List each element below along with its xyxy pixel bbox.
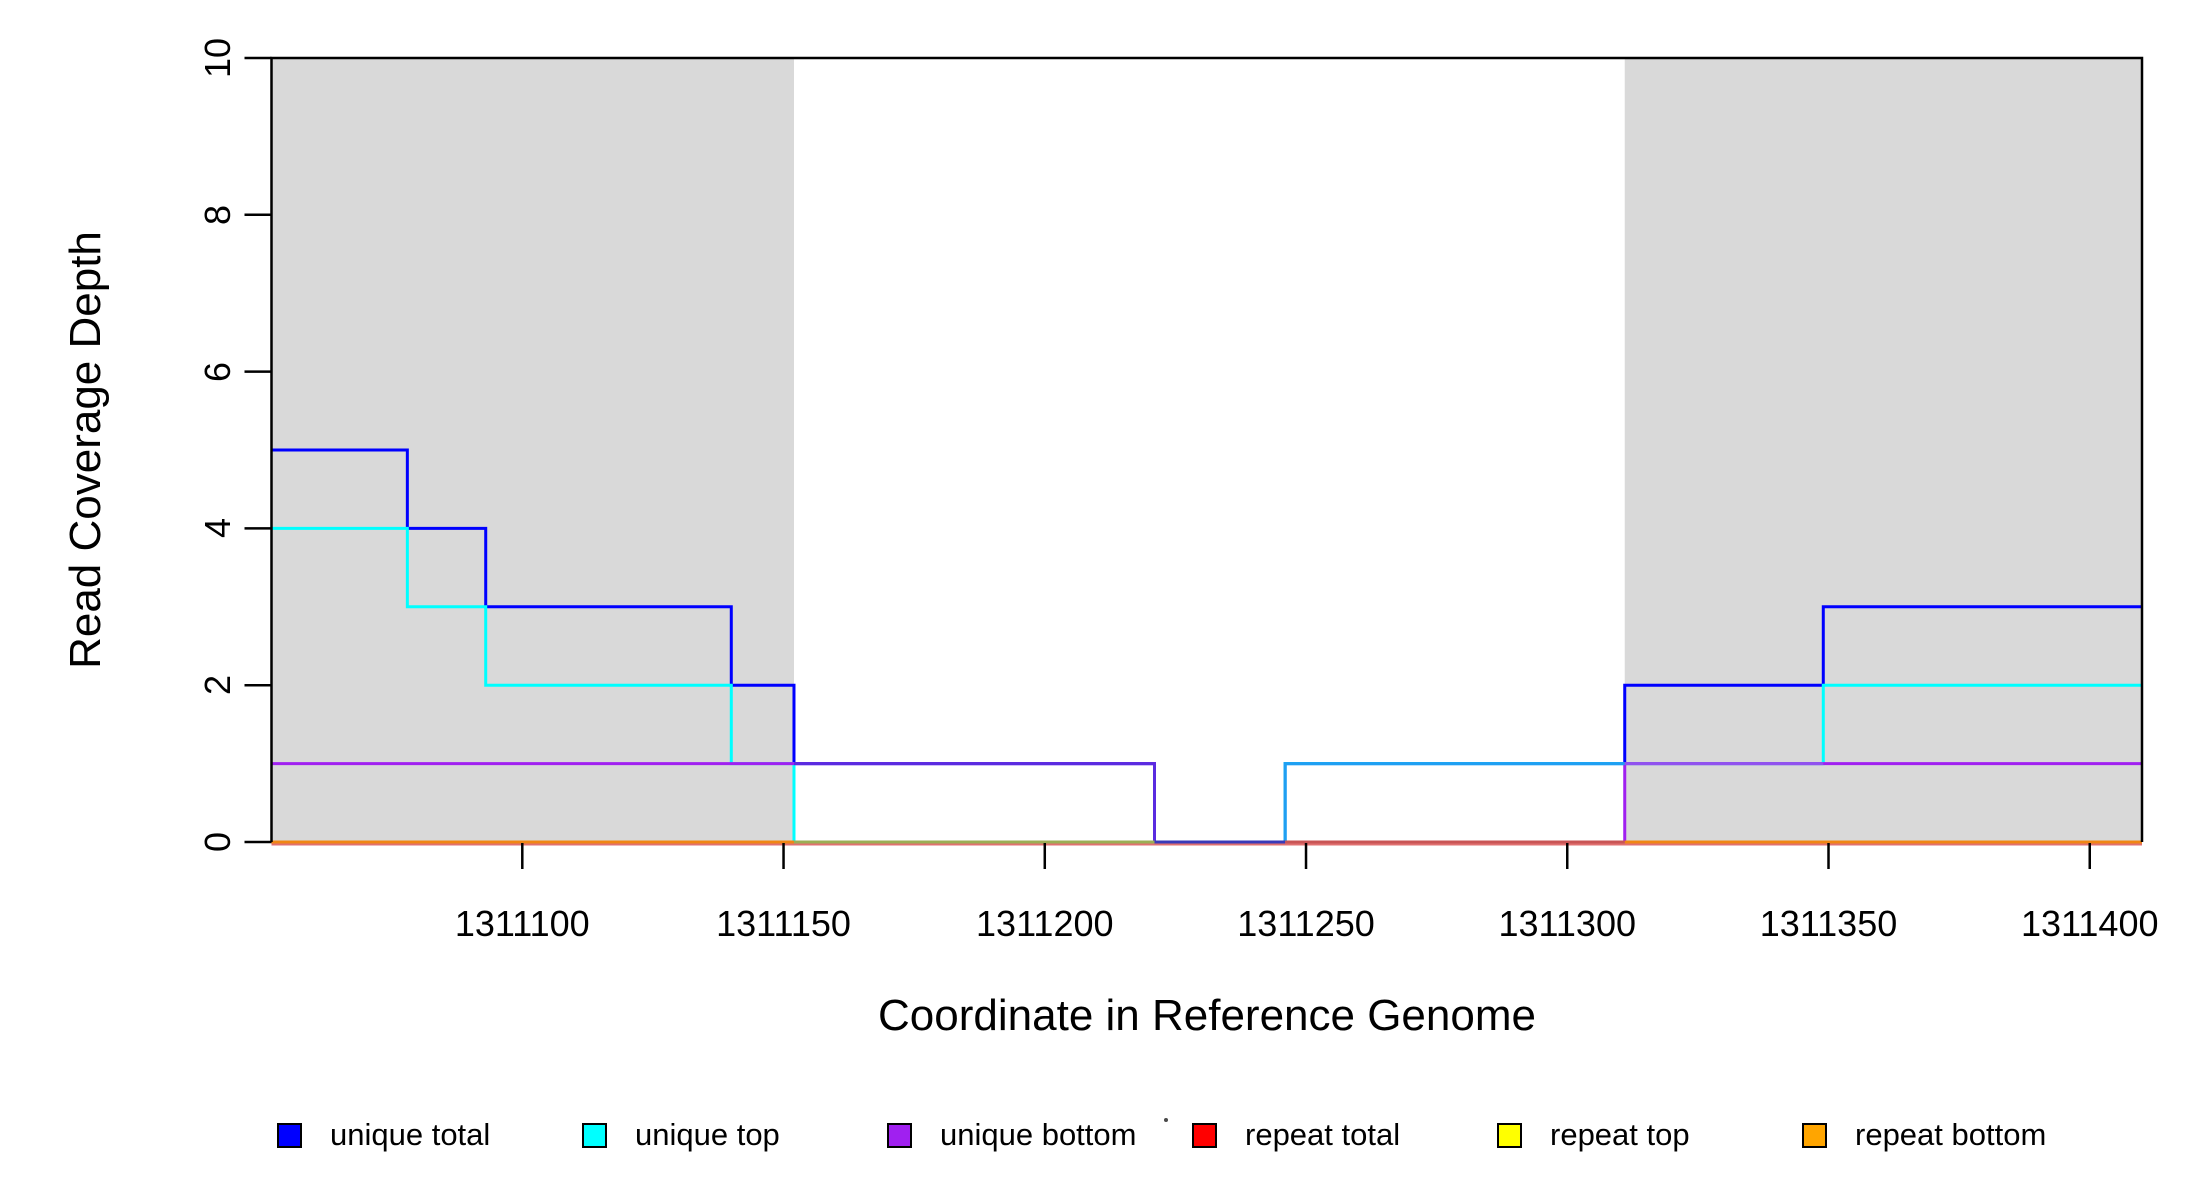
- legend-label: repeat top: [1550, 1117, 1690, 1152]
- y-tick-label: 8: [197, 204, 238, 225]
- y-tick-label: 2: [197, 675, 238, 696]
- x-tick-label: 1311400: [2021, 903, 2159, 944]
- legend-item-repeat-top: repeat top: [1497, 1117, 1690, 1152]
- legend-swatch: [582, 1122, 607, 1148]
- legend-item-repeat-total: repeat total: [1192, 1117, 1401, 1152]
- y-tick-label: 6: [197, 361, 238, 382]
- legend-label: unique total: [330, 1117, 491, 1152]
- legend-item-unique-total: unique total: [277, 1117, 491, 1152]
- x-tick-label: 1311300: [1498, 903, 1636, 944]
- x-axis-title: Coordinate in Reference Genome: [878, 991, 1536, 1040]
- overlap-blend-line: [793, 762, 1156, 842]
- legend-label: repeat bottom: [1855, 1117, 2047, 1152]
- legend-item-repeat-bottom: repeat bottom: [1802, 1117, 2047, 1152]
- legend-swatch: [1192, 1122, 1217, 1148]
- y-tick-label: 10: [197, 37, 238, 79]
- legend-label: unique top: [635, 1117, 780, 1152]
- overlap-blend-line: [1283, 762, 1625, 842]
- legend-swatch: [277, 1122, 302, 1148]
- x-tick-label: 1311250: [1237, 903, 1375, 944]
- y-tick-label: 4: [197, 518, 238, 539]
- x-tick-label: 1311350: [1759, 903, 1898, 944]
- legend-label: repeat total: [1245, 1117, 1401, 1152]
- legend-swatch: [1497, 1122, 1522, 1148]
- legend-item-unique-bottom: unique bottom: [887, 1117, 1137, 1152]
- legend-label: unique bottom: [940, 1117, 1137, 1152]
- legend-swatch: [1802, 1122, 1827, 1148]
- x-tick-label: 1311150: [716, 903, 851, 944]
- stray-dot: [1164, 1118, 1168, 1122]
- y-axis-title: Read Coverage Depth: [61, 231, 110, 669]
- legend-item-unique-top: unique top: [582, 1117, 780, 1152]
- legend-swatch: [887, 1122, 912, 1148]
- plot-frame: [270, 56, 2144, 842]
- y-tick-label: 0: [197, 831, 238, 853]
- x-tick-label: 1311100: [454, 903, 590, 944]
- x-tick-label: 1311200: [976, 903, 1114, 944]
- shaded-repeat-region: [1624, 58, 2142, 842]
